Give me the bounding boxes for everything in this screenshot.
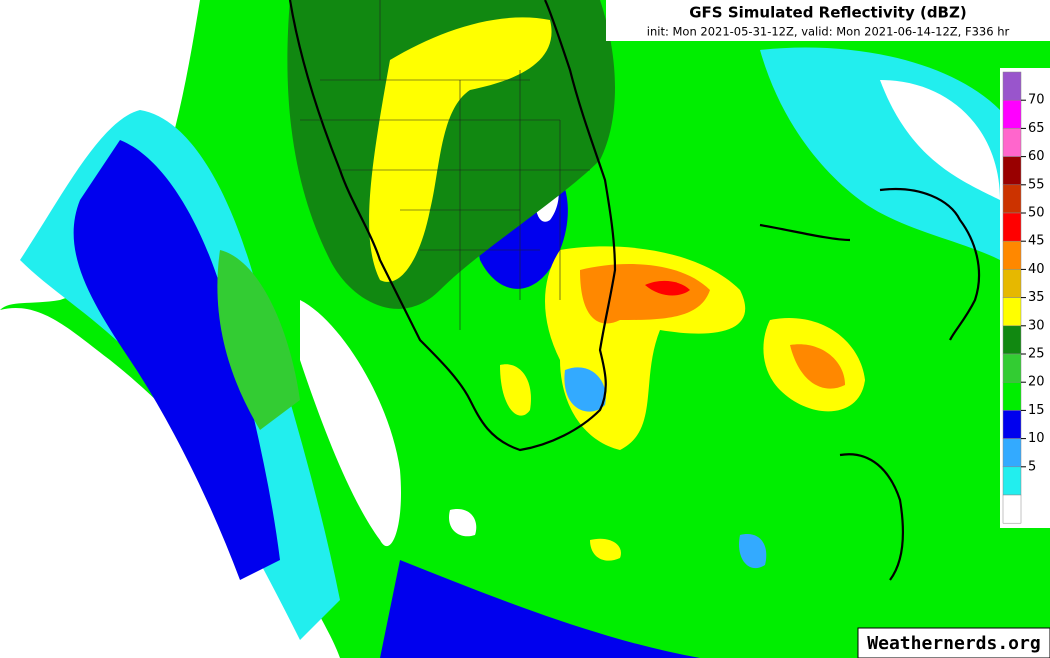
- subtitle: init: Mon 2021-05-31-12Z, valid: Mon 202…: [647, 25, 1010, 39]
- colorbar-swatch: [1002, 494, 1022, 524]
- colorbar-label: 60: [1028, 149, 1045, 164]
- title-background: [606, 0, 1050, 41]
- colorbar-label: 40: [1028, 262, 1045, 277]
- colorbar-label: 45: [1028, 234, 1045, 249]
- colorbar-label: 25: [1028, 347, 1045, 362]
- watermark: Weathernerds.org: [867, 633, 1040, 654]
- colorbar-label: 70: [1028, 93, 1045, 108]
- watermark-background: [857, 627, 1050, 658]
- colorbar-label: 5: [1028, 459, 1036, 474]
- coastlines: [288, 0, 981, 581]
- title: GFS Simulated Reflectivity (dBZ): [689, 4, 966, 22]
- colorbar-swatch: [1002, 410, 1022, 439]
- colorbar-swatch: [1002, 240, 1022, 270]
- colorbar-swatch: [1002, 353, 1022, 383]
- colorbar-swatch: [1002, 381, 1022, 411]
- colorbar-swatch: [1002, 212, 1022, 242]
- colorbar-label: 30: [1028, 318, 1045, 333]
- county-lines: [300, 0, 590, 330]
- colorbar-swatch: [1002, 297, 1022, 327]
- colorbar-swatch: [1002, 128, 1022, 157]
- colorbar-swatch: [1002, 466, 1022, 496]
- title-box: GFS Simulated Reflectivity (dBZ) init: M…: [606, 0, 1050, 41]
- colorbar-label: 10: [1028, 431, 1045, 446]
- colorbar-swatch: [1002, 269, 1022, 298]
- colorbar-label: 20: [1028, 375, 1045, 390]
- colorbar-swatch: [1002, 438, 1022, 468]
- colorbar-swatch: [1002, 325, 1022, 355]
- colorbar: 70 65 60 55 50 45 40 35 30 25 20 15 10 5: [1002, 71, 1045, 524]
- colorbar-swatch: [1002, 71, 1022, 101]
- colorbar-swatch: [1002, 156, 1022, 186]
- colorbar-label: 50: [1028, 206, 1045, 221]
- colorbar-swatch: [1002, 184, 1022, 214]
- watermark-box: Weathernerds.org: [857, 627, 1050, 658]
- colorbar-label: 65: [1028, 121, 1045, 136]
- colorbar-label: 15: [1028, 403, 1045, 418]
- colorbar-swatch: [1002, 99, 1022, 129]
- colorbar-label: 35: [1028, 290, 1045, 305]
- colorbar-label: 55: [1028, 177, 1045, 192]
